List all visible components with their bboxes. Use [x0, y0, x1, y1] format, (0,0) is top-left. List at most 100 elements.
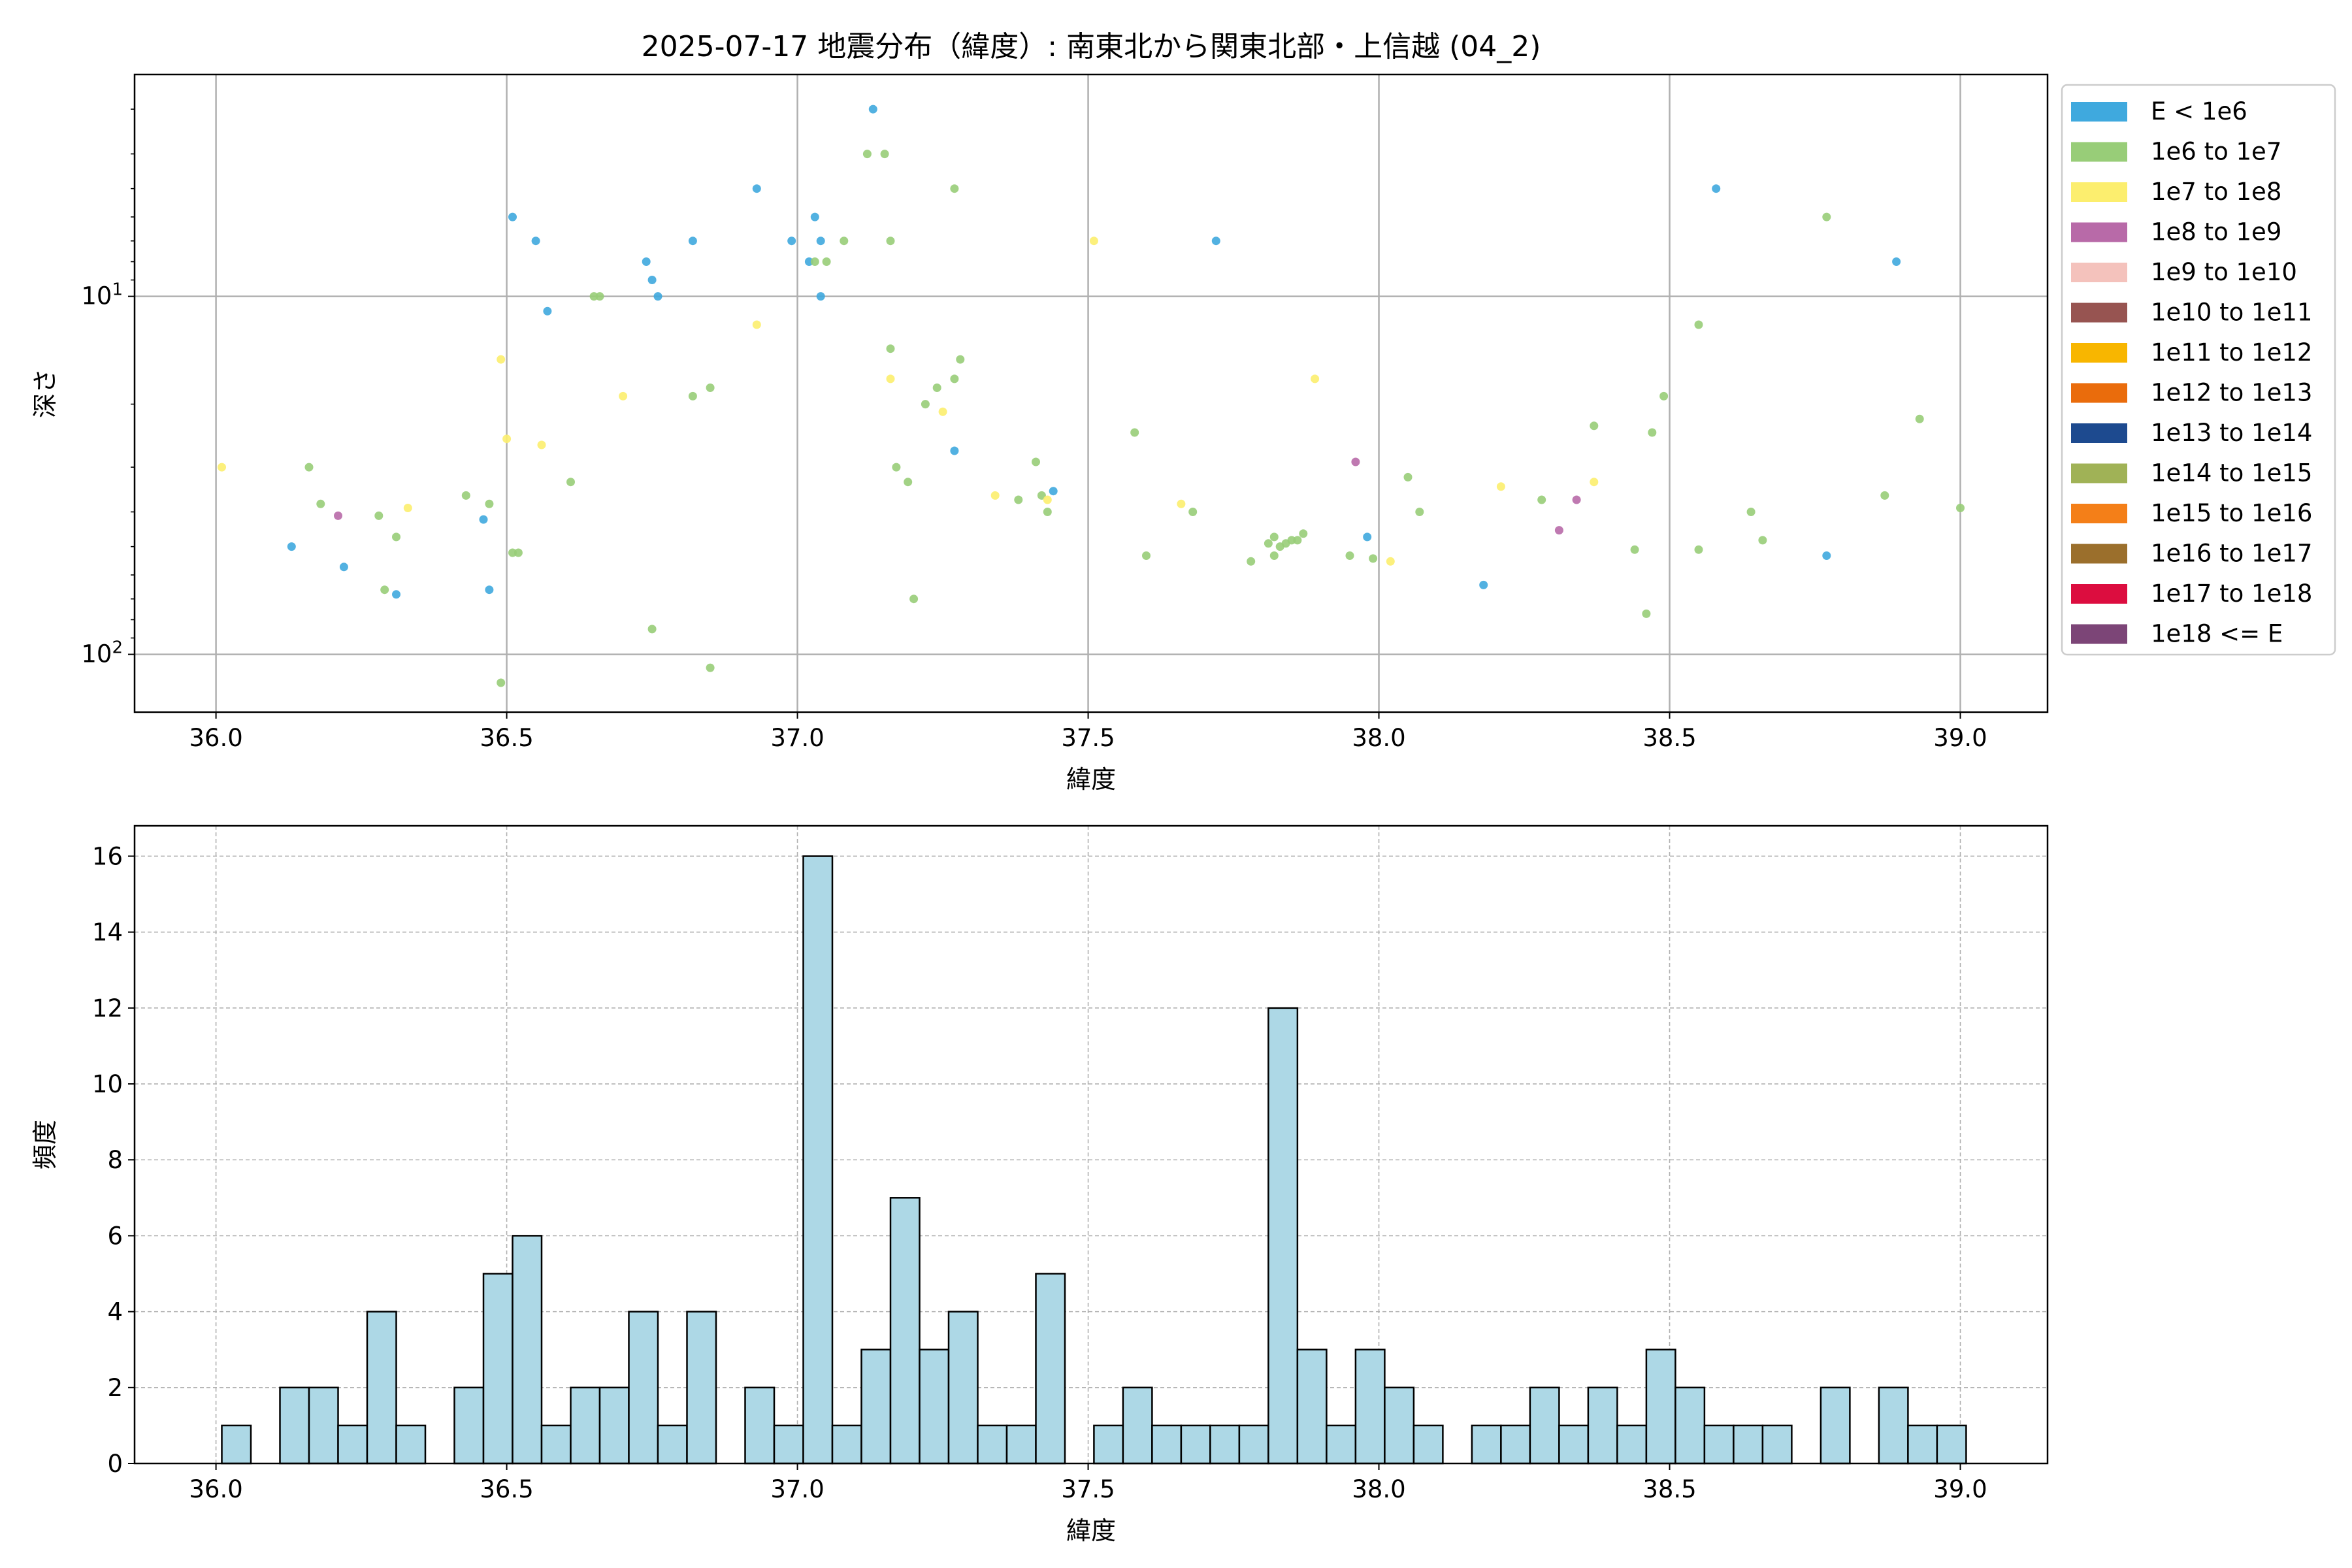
scatter-point [816, 292, 825, 301]
legend-swatch [2071, 102, 2127, 122]
histogram-bar [1267, 1007, 1299, 1465]
scatter-point [688, 391, 697, 400]
scatter-point [1089, 237, 1098, 246]
scatter-point [938, 407, 947, 416]
histogram-bar [279, 1386, 310, 1465]
scatter-point [886, 237, 895, 246]
scatter-point [1590, 421, 1599, 431]
histogram-grid [135, 826, 2048, 1464]
scatter-point [392, 590, 400, 599]
histogram-bar [1587, 1386, 1618, 1465]
scatter-point [1537, 495, 1546, 504]
scatter-point [706, 663, 715, 672]
legend-label: 1e9 to 1e10 [2151, 258, 2297, 286]
histogram-x-tick-label: 37.0 [770, 1475, 824, 1503]
scatter-point [1590, 478, 1599, 487]
histogram-bar [1122, 1386, 1153, 1465]
legend-swatch [2071, 544, 2127, 564]
histogram-bar [744, 1386, 776, 1465]
scatter-point [787, 237, 796, 246]
scatter-point [886, 374, 895, 384]
scatter-point [1275, 542, 1284, 551]
scatter-point [1188, 508, 1198, 516]
scatter-point [1758, 536, 1767, 545]
legend-swatch [2071, 624, 2127, 644]
scatter-point [1572, 495, 1581, 504]
histogram-bar [1820, 1386, 1851, 1465]
histogram-axes: 36.0 36.5 37.0 37.5 38.0 38.5 39.0 0 2 4 6 8 10 12 14… [31, 825, 2049, 1545]
scatter-point [1479, 580, 1488, 589]
histogram-bar [1180, 1424, 1211, 1465]
legend-label: 1e16 to 1e17 [2151, 540, 2312, 568]
scatter-point [1049, 487, 1058, 496]
scatter-point [1287, 536, 1296, 545]
scatter-point [886, 344, 895, 353]
scatter-point [1496, 482, 1505, 491]
histogram-y-tick-label: 0 [107, 1450, 123, 1478]
histogram-bar [1645, 1348, 1676, 1465]
scatter-point [1130, 428, 1139, 437]
scatter-x-tick-label: 37.0 [770, 724, 824, 752]
histogram-bar [1674, 1386, 1706, 1465]
scatter-point [304, 463, 314, 472]
histogram-bar [1413, 1424, 1444, 1465]
legend-swatch [2071, 423, 2127, 443]
legend-swatch [2071, 343, 2127, 363]
scatter-point [1299, 529, 1308, 538]
scatter-point [595, 292, 604, 301]
scatter-point [374, 511, 384, 520]
histogram-x-tick-label: 36.5 [480, 1475, 533, 1503]
histogram-bar [1093, 1424, 1124, 1465]
scatter-point [497, 355, 506, 364]
scatter-x-tick-label: 39.0 [1933, 724, 1987, 752]
scatter-point [1369, 554, 1378, 563]
histogram-y-tick-label: 2 [107, 1374, 123, 1402]
histogram-bar [1035, 1273, 1066, 1465]
scatter-y-tick-label: 102 [81, 638, 123, 668]
scatter-point [642, 257, 651, 266]
scatter-point [1880, 491, 1889, 500]
scatter-point [531, 237, 540, 246]
scatter-point [316, 499, 325, 508]
scatter-point [647, 276, 657, 284]
scatter-point [1043, 508, 1052, 516]
scatter-point [1694, 320, 1703, 329]
legend-swatch [2071, 142, 2127, 162]
histogram-x-tick-label: 38.0 [1352, 1475, 1405, 1503]
scatter-point [1014, 495, 1023, 504]
histogram-x-tick-label: 37.5 [1061, 1475, 1115, 1503]
histogram-bar [977, 1424, 1008, 1465]
legend-label: 1e17 to 1e18 [2151, 580, 2312, 608]
histogram-bar [1354, 1348, 1386, 1465]
scatter-point [1915, 414, 1924, 423]
legend-swatch [2071, 504, 2127, 523]
scatter-point [921, 400, 930, 409]
histogram-bar [540, 1424, 572, 1465]
legend-label: E < 1e6 [2151, 97, 2247, 125]
histogram-x-axis-label: 緯度 [1066, 1516, 1116, 1545]
scatter-point [1746, 508, 1756, 516]
scatter-point [485, 585, 494, 595]
histogram-bar [1500, 1424, 1531, 1465]
scatter-axes: 36.0 36.5 37.0 37.5 38.0 38.5 39.0 101 102 緯度 深… [31, 73, 2049, 794]
scatter-point [810, 257, 819, 266]
legend: E < 1e6 1e6 to 1e7 1e7 to 1e8 1e8 to 1e9 1e9… [2061, 84, 2336, 656]
legend-swatch [2071, 463, 2127, 483]
scatter-x-axis-label: 緯度 [1066, 765, 1116, 794]
scatter-point [653, 292, 662, 301]
scatter-y-tick-label: 101 [81, 280, 123, 310]
histogram-y-tick-label: 14 [92, 919, 123, 947]
histogram-bar [1761, 1424, 1793, 1465]
scatter-point [990, 491, 1000, 500]
scatter-point [1264, 539, 1273, 548]
legend-swatch [2071, 383, 2127, 403]
scatter-point [1386, 557, 1395, 566]
scatter-point [461, 491, 470, 500]
legend-label: 1e8 to 1e9 [2151, 218, 2281, 246]
histogram-bar [1296, 1348, 1328, 1465]
scatter-grid [135, 74, 2048, 712]
histogram-bar [1936, 1424, 1967, 1465]
histogram-bar [482, 1273, 514, 1465]
scatter-points [218, 105, 1965, 687]
